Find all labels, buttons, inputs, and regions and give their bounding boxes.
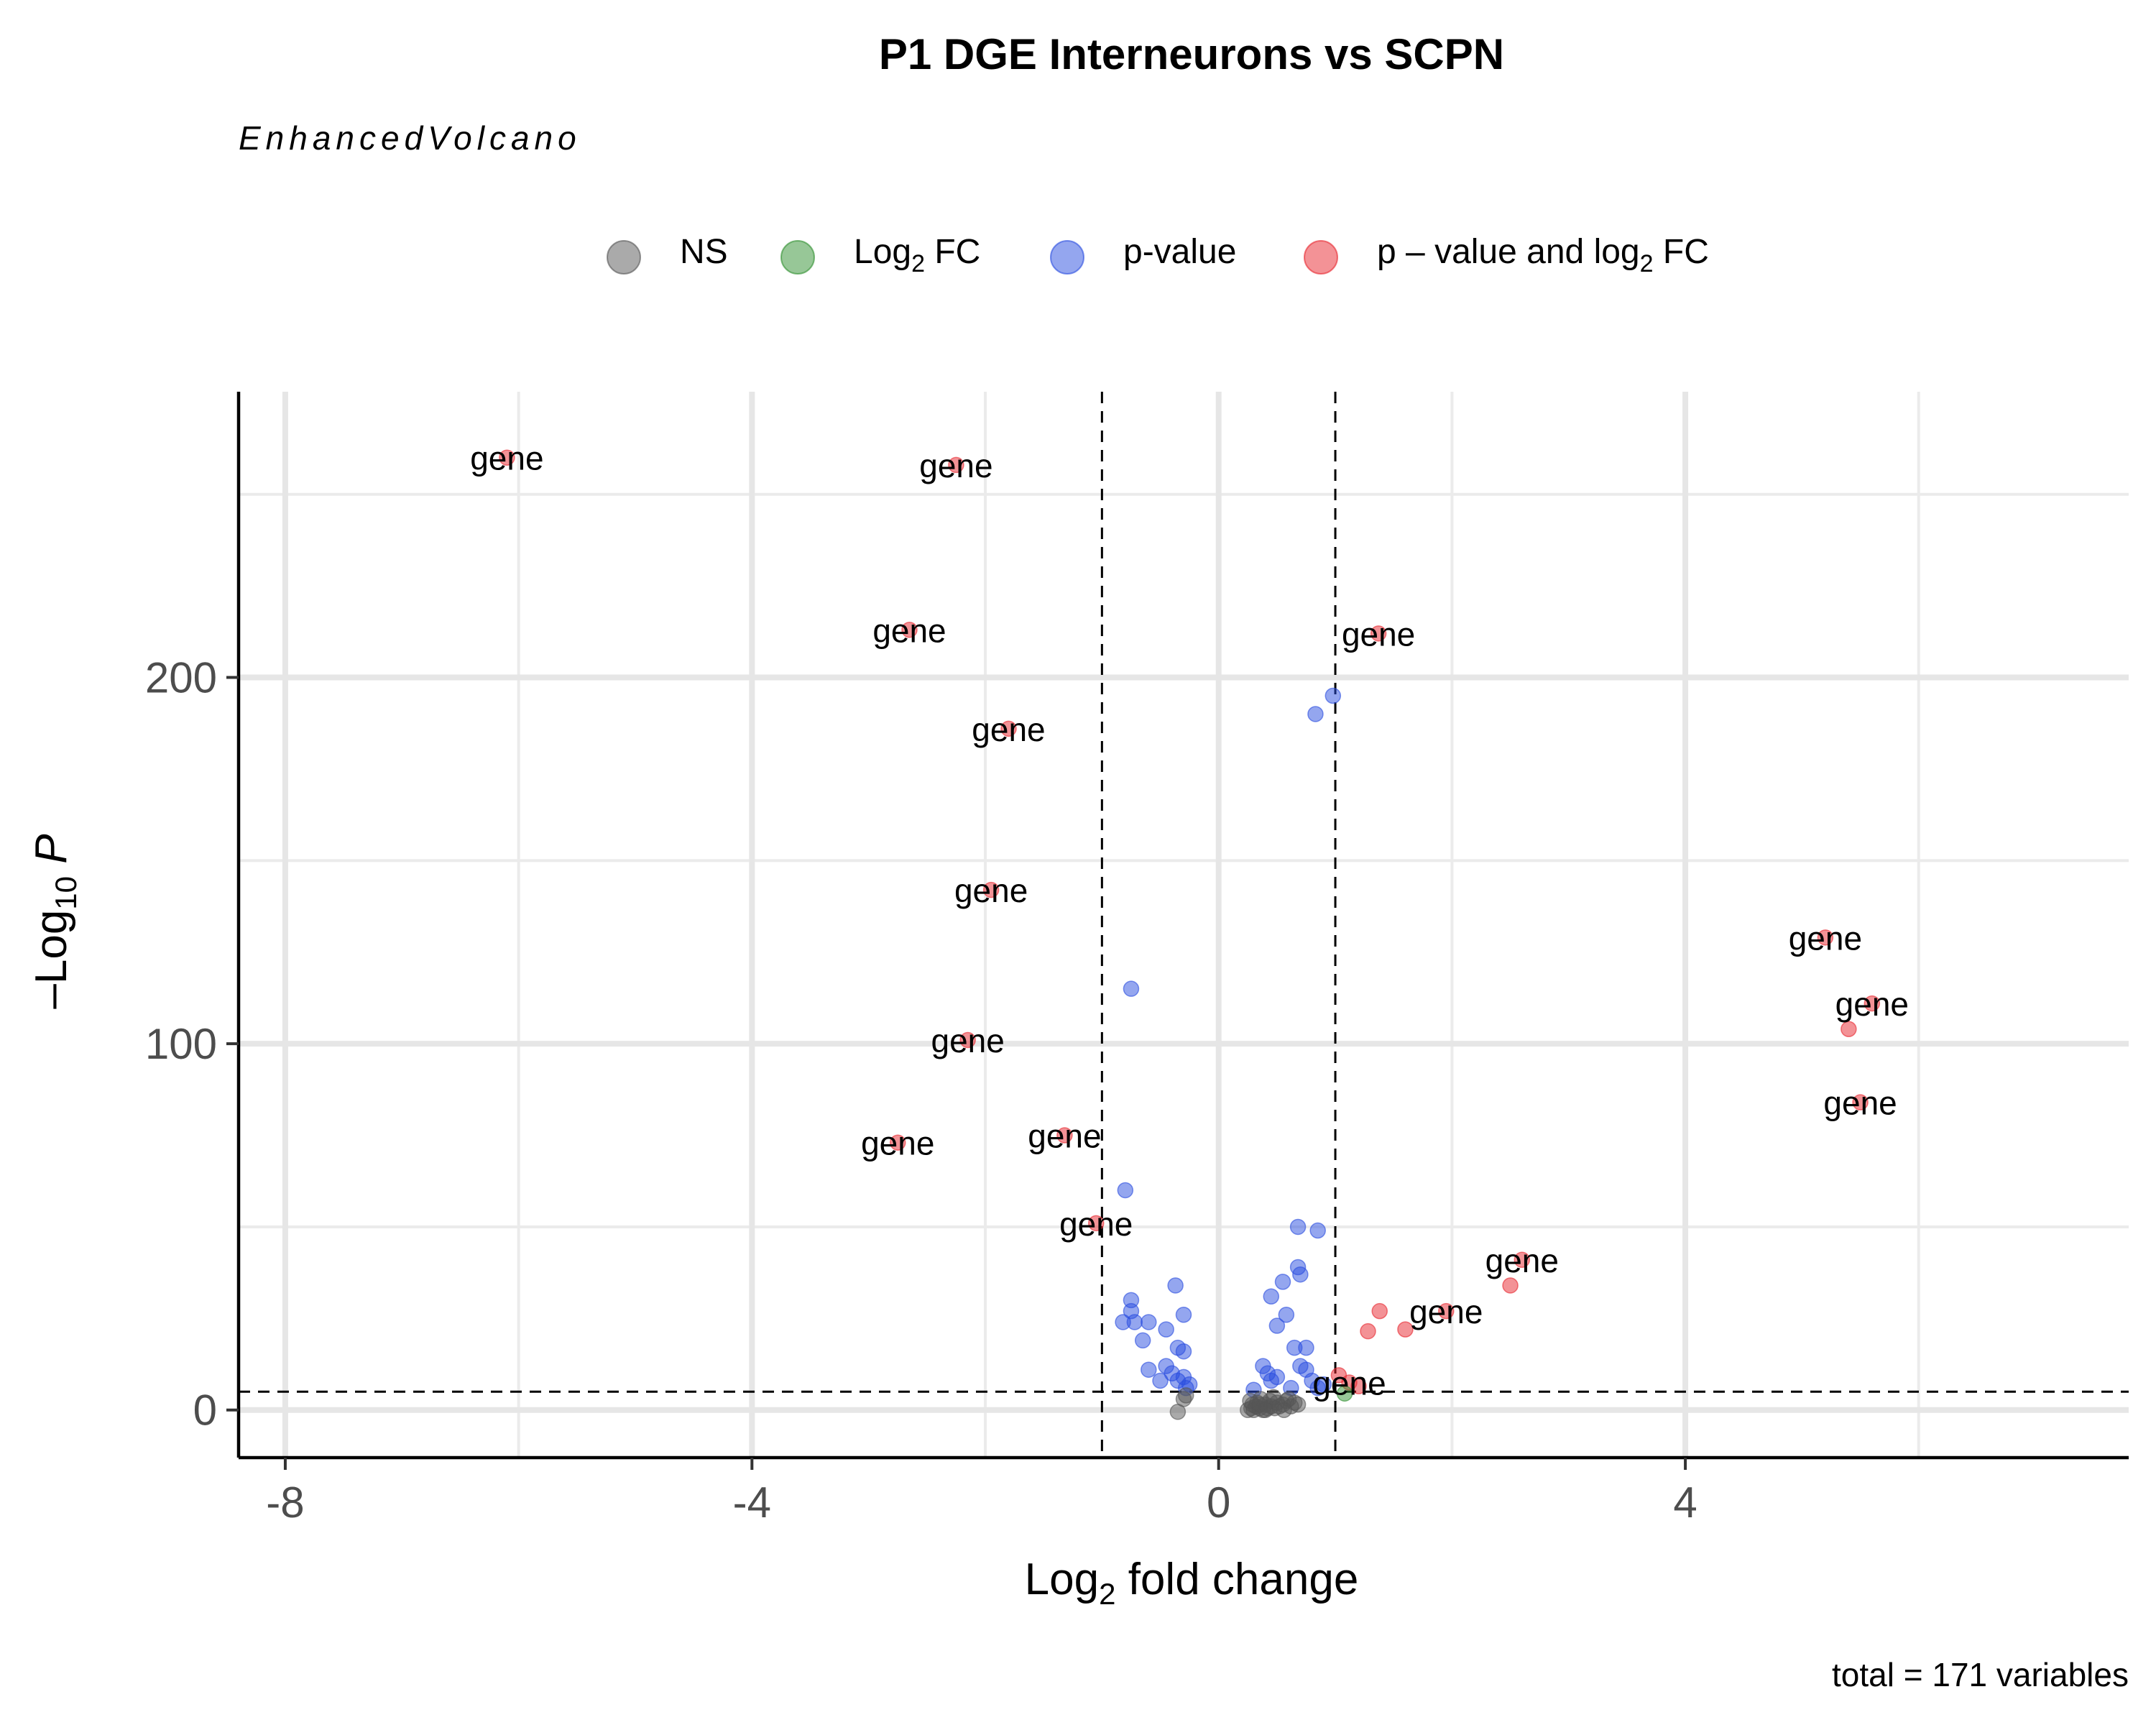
y-tick-label: 0 bbox=[193, 1386, 217, 1435]
point-NS bbox=[1251, 1396, 1268, 1413]
point-pvalue bbox=[1325, 687, 1342, 704]
legend-label-log2fc: Log2 FC bbox=[854, 233, 980, 277]
chart-subtitle: EnhancedVolcano bbox=[239, 119, 581, 157]
point-pvalue bbox=[1268, 1368, 1286, 1386]
point-label: gene bbox=[954, 872, 1028, 909]
point-label: gene bbox=[1409, 1293, 1483, 1330]
point-both bbox=[1502, 1277, 1519, 1294]
point-pvalue bbox=[1175, 1343, 1192, 1360]
legend-symbol-NS bbox=[607, 240, 641, 275]
point-both bbox=[1852, 1094, 1869, 1110]
point-both bbox=[1514, 1251, 1531, 1269]
y-tick-label: 200 bbox=[145, 654, 217, 702]
point-pvalue bbox=[1141, 1361, 1157, 1378]
point-pvalue bbox=[1289, 1218, 1307, 1236]
point-both bbox=[1371, 1302, 1388, 1320]
point-label: gene bbox=[872, 612, 946, 649]
point-both bbox=[1841, 1021, 1857, 1037]
point-label: gene bbox=[861, 1125, 934, 1162]
point-label: gene bbox=[1312, 1365, 1386, 1402]
point-label: gene bbox=[1823, 1085, 1897, 1122]
point-NS bbox=[1276, 1402, 1292, 1418]
point-pvalue bbox=[1158, 1321, 1174, 1338]
point-pvalue bbox=[1298, 1339, 1314, 1356]
point-pvalue bbox=[1263, 1288, 1280, 1305]
point-both bbox=[901, 622, 918, 638]
legend-label-NS: NS bbox=[680, 233, 728, 271]
chart-title: P1 DGE Interneurons vs SCPN bbox=[879, 30, 1504, 78]
legend-symbol-both bbox=[1304, 240, 1338, 275]
grid-lines bbox=[239, 392, 2129, 1458]
point-pvalue bbox=[1152, 1372, 1169, 1389]
y-axis-title: –Log10 P bbox=[27, 834, 83, 1008]
x-tick-label: -4 bbox=[733, 1478, 771, 1527]
legend-label-both: p – value and log2 FC bbox=[1377, 233, 1709, 277]
point-both bbox=[1350, 1378, 1367, 1394]
point-label: gene bbox=[972, 711, 1045, 748]
point-both bbox=[1397, 1321, 1414, 1338]
point-pvalue bbox=[1292, 1266, 1309, 1283]
point-NS bbox=[1265, 1389, 1282, 1406]
point-pvalue bbox=[1268, 1317, 1286, 1334]
legend-symbol-log2fc bbox=[780, 240, 815, 275]
x-tick-label: -8 bbox=[266, 1478, 304, 1527]
point-pvalue bbox=[1309, 1222, 1326, 1239]
point-pvalue bbox=[1126, 1314, 1143, 1330]
point-label: gene bbox=[470, 440, 543, 477]
threshold-lines bbox=[239, 392, 2129, 1458]
point-pvalue bbox=[1307, 706, 1324, 722]
point-both bbox=[948, 456, 964, 474]
point-both bbox=[1370, 625, 1387, 642]
point-label: gene bbox=[1485, 1242, 1559, 1279]
point-both bbox=[1438, 1302, 1455, 1320]
x-tick-label: 0 bbox=[1207, 1478, 1230, 1527]
point-both bbox=[1360, 1322, 1376, 1340]
point-pvalue bbox=[1274, 1274, 1291, 1290]
chart-caption: total = 171 variables bbox=[1832, 1656, 2129, 1693]
point-label: gene bbox=[1059, 1205, 1133, 1243]
point-pvalue bbox=[1309, 1379, 1326, 1397]
point-pvalue bbox=[1123, 980, 1140, 997]
point-label: gene bbox=[1835, 985, 1909, 1023]
point-pvalue bbox=[1278, 1306, 1295, 1323]
point-label: gene bbox=[919, 447, 992, 484]
legend: NS Log2 FC p-value p – value and log2 FC bbox=[607, 233, 1709, 277]
point-both bbox=[890, 1134, 906, 1151]
point-both bbox=[1087, 1215, 1105, 1232]
x-tick-label: 4 bbox=[1673, 1478, 1697, 1527]
point-label: gene bbox=[1028, 1118, 1101, 1155]
point-both bbox=[499, 449, 515, 466]
point-label: gene bbox=[1789, 919, 1862, 957]
point-pvalue bbox=[1134, 1332, 1151, 1349]
point-both bbox=[1000, 720, 1017, 737]
point-label: gene bbox=[931, 1022, 1004, 1059]
point-log2fc bbox=[1336, 1385, 1353, 1402]
point-both bbox=[1056, 1127, 1073, 1144]
y-tick-label: 100 bbox=[145, 1020, 217, 1068]
point-label: gene bbox=[1342, 615, 1415, 653]
x-axis-title: Log2 fold change bbox=[1025, 1555, 1359, 1611]
point-both bbox=[959, 1031, 976, 1049]
point-pvalue bbox=[1141, 1314, 1157, 1330]
point-both bbox=[1864, 995, 1881, 1012]
point-NS bbox=[1289, 1396, 1307, 1413]
point-pvalue bbox=[1117, 1182, 1134, 1199]
point-pvalue bbox=[1167, 1277, 1184, 1294]
axes: -8 -4 0 4 0 100 200 bbox=[145, 392, 2129, 1527]
point-pvalue bbox=[1175, 1306, 1192, 1323]
point-NS bbox=[1177, 1387, 1194, 1404]
legend-label-pvalue: p-value bbox=[1123, 233, 1236, 271]
data-points bbox=[499, 449, 1881, 1420]
point-both bbox=[1817, 929, 1834, 946]
legend-symbol-pvalue bbox=[1050, 240, 1084, 275]
point-both bbox=[982, 881, 1000, 898]
